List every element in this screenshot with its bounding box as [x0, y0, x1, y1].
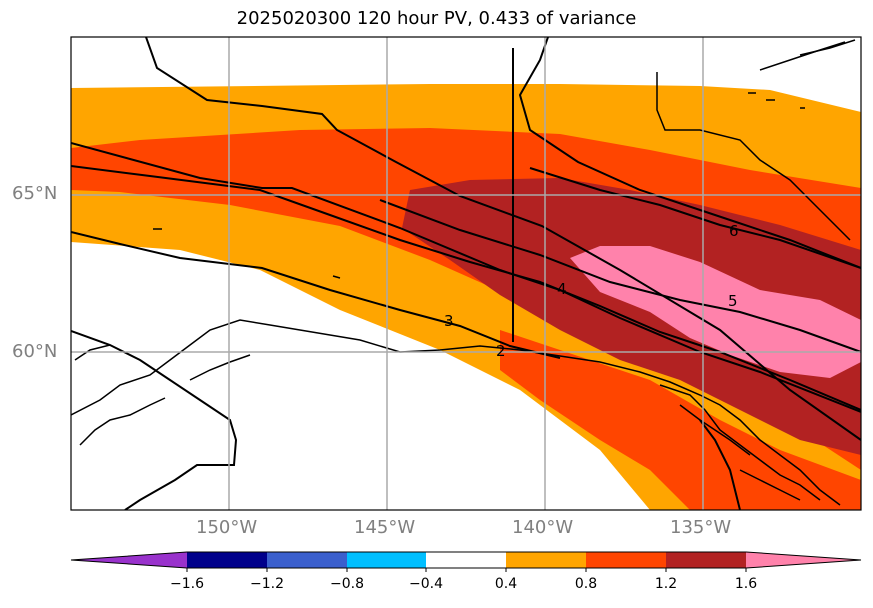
lat-label-60n: 60°N [12, 341, 58, 362]
contour-label-4: 4 [557, 280, 567, 298]
colorbar-tick-label: 0.4 [494, 576, 518, 592]
map-title: 2025020300 120 hour PV, 0.433 of varianc… [236, 8, 637, 29]
contour-label-6: 6 [729, 222, 739, 240]
plot-frame [70, 36, 862, 511]
colorbar-extend-low [71, 552, 187, 568]
colorbar-tick-label: −1.6 [170, 576, 204, 592]
gridlines [71, 37, 861, 510]
contour-label-2: 2 [496, 342, 506, 360]
colorbar-extend-high [746, 552, 861, 568]
pv-contours [71, 142, 861, 413]
contour-label-3: 3 [444, 312, 454, 330]
pv-fill-pink [570, 246, 861, 378]
colorbar-tick-label: 1.2 [654, 576, 678, 592]
lon-label-145w: 145°W [354, 517, 416, 538]
colorbar-tick-label: 1.6 [734, 576, 758, 592]
colorbar [70, 551, 862, 572]
colorbar-tick-label: −0.4 [409, 576, 443, 592]
contour-label-5: 5 [728, 292, 738, 310]
colorbar-tick-label: 0.8 [574, 576, 598, 592]
lon-label-140w: 140°W [512, 517, 574, 538]
lon-label-135w: 135°W [670, 517, 732, 538]
lat-label-65n: 65°N [12, 183, 58, 204]
colorbar-tick-label: −1.2 [250, 576, 284, 592]
lon-label-150w: 150°W [196, 517, 258, 538]
colorbar-tick-label: −0.8 [330, 576, 364, 592]
